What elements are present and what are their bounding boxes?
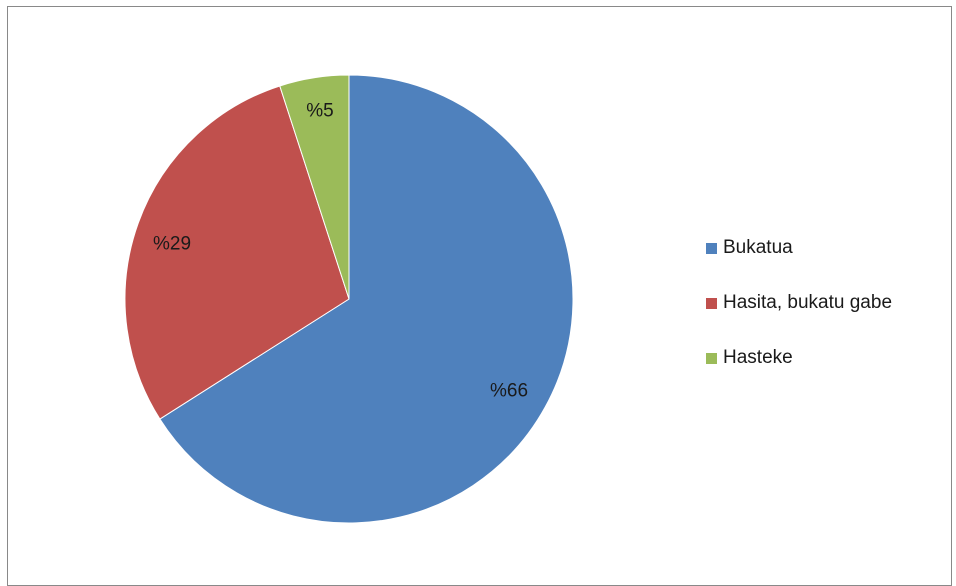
pie-slice-label-1: %66 xyxy=(490,381,528,402)
legend-swatch-3 xyxy=(706,352,717,364)
pie-slice-label-2: %29 xyxy=(153,234,191,255)
legend-label-3: Hasteke xyxy=(723,347,793,368)
legend: Bukatua Hasita, bukatu gabe Hasteke xyxy=(706,236,892,401)
pie-slice-1 xyxy=(159,74,574,524)
legend-swatch-1 xyxy=(706,242,717,254)
legend-swatch-2 xyxy=(706,297,717,309)
legend-item-3: Hasteke xyxy=(706,346,892,370)
pie-slices xyxy=(124,74,574,524)
legend-item-2: Hasita, bukatu gabe xyxy=(706,291,892,315)
pie-slice-label-3: %5 xyxy=(306,101,333,122)
legend-label-2: Hasita, bukatu gabe xyxy=(723,292,893,313)
pie-slice-labels: %66 %29 %5 xyxy=(153,101,528,402)
legend-label-1: Bukatua xyxy=(723,237,793,258)
pie-slice-3 xyxy=(279,74,350,300)
legend-item-1: Bukatua xyxy=(706,236,892,260)
pie-slice-2 xyxy=(124,85,350,420)
